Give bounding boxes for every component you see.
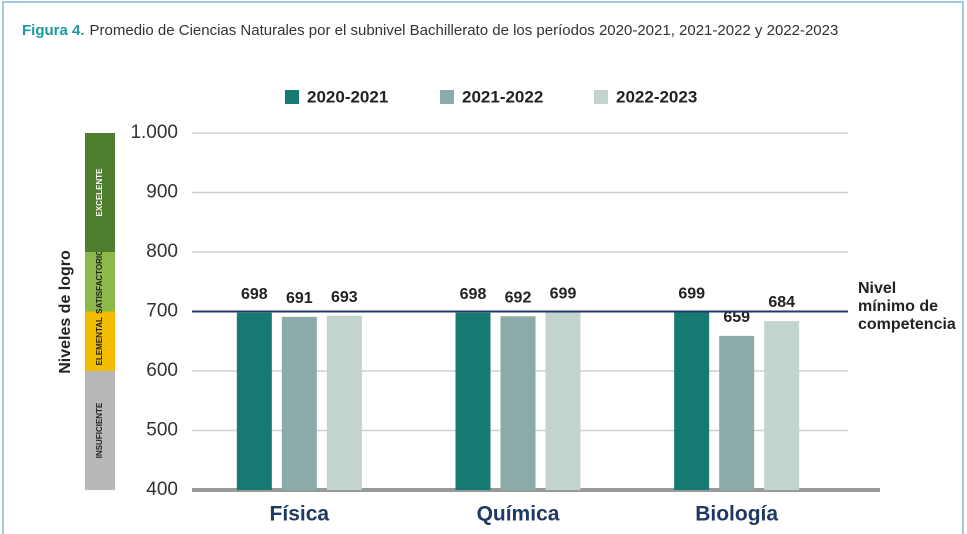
y-tick-label: 500 bbox=[146, 420, 178, 441]
level-band bbox=[85, 311, 115, 371]
bar bbox=[719, 335, 755, 490]
legend-swatch bbox=[285, 90, 299, 104]
reference-label: mínimo de bbox=[858, 298, 938, 315]
x-tick-label: Física bbox=[270, 503, 330, 526]
bar bbox=[281, 316, 317, 490]
x-tick-label: Química bbox=[477, 503, 560, 526]
caption-text: Promedio de Ciencias Naturales por el su… bbox=[90, 22, 839, 39]
y-tick-label: 800 bbox=[146, 241, 178, 262]
y-tick-label: 900 bbox=[146, 182, 178, 203]
legend-label: 2021-2022 bbox=[462, 87, 543, 106]
level-label: SATISFACTORIO bbox=[95, 250, 104, 314]
value-label: 698 bbox=[460, 286, 487, 303]
value-label: 693 bbox=[331, 289, 358, 306]
reference-label: competencia bbox=[858, 316, 956, 333]
value-label: 698 bbox=[241, 286, 268, 303]
value-label: 659 bbox=[723, 309, 750, 326]
x-tick-label: Biología bbox=[695, 503, 778, 526]
caption-label: Figura 4. bbox=[22, 22, 85, 39]
legend-label: 2020-2021 bbox=[307, 87, 388, 106]
y-tick-label: 600 bbox=[146, 360, 178, 381]
caption: Figura 4. Promedio de Ciencias Naturales … bbox=[22, 22, 838, 39]
bar bbox=[500, 316, 536, 490]
reference-label: Nivel bbox=[858, 280, 896, 297]
y-axis-label: Niveles de logro bbox=[57, 250, 74, 374]
bar bbox=[545, 312, 581, 490]
value-label: 684 bbox=[768, 294, 795, 311]
bar bbox=[764, 321, 800, 490]
level-label: EXCELENTE bbox=[95, 168, 104, 217]
level-band bbox=[85, 252, 115, 312]
legend-swatch bbox=[440, 90, 454, 104]
value-label: 699 bbox=[550, 285, 577, 302]
value-label: 691 bbox=[286, 290, 313, 307]
y-tick-label: 1.000 bbox=[130, 122, 178, 143]
level-label: INSUFICIENTE bbox=[95, 402, 104, 458]
bar bbox=[674, 312, 710, 490]
bar bbox=[455, 312, 491, 490]
value-label: 692 bbox=[505, 289, 532, 306]
bar bbox=[236, 312, 272, 490]
y-tick-label: 400 bbox=[146, 479, 178, 500]
value-label: 699 bbox=[678, 285, 705, 302]
legend-swatch bbox=[594, 90, 608, 104]
level-band bbox=[85, 371, 115, 490]
bar bbox=[326, 315, 362, 490]
legend-label: 2022-2023 bbox=[616, 87, 697, 106]
level-band bbox=[85, 133, 115, 252]
y-tick-label: 700 bbox=[146, 301, 178, 322]
level-label: ELEMENTAL bbox=[95, 317, 104, 365]
